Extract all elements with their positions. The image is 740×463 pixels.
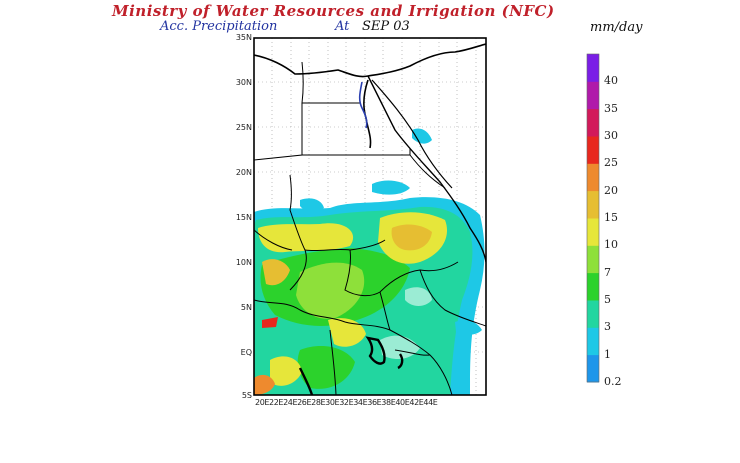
date-label: SEP 03: [362, 19, 410, 34]
legend-label: 15: [604, 211, 618, 224]
chart-title: Ministry of Water Resources and Irrigati…: [112, 2, 555, 20]
legend-label: 3: [604, 320, 611, 333]
legend-label: 25: [604, 156, 618, 169]
legend-swatch: [587, 354, 599, 383]
legend-swatch: [587, 190, 599, 219]
legend-label: 5: [604, 293, 611, 306]
precipitation-field: [254, 128, 485, 395]
boundaries: [254, 43, 486, 395]
lat-label-35n: 35N: [235, 33, 252, 42]
legend-label: 30: [604, 129, 618, 142]
legend-label: 35: [604, 102, 618, 115]
lat-label-15n: 15N: [235, 213, 252, 222]
legend-label: 10: [604, 238, 618, 251]
legend-swatch: [587, 108, 599, 137]
units-label: mm/day: [590, 20, 643, 35]
legend-swatch: [587, 218, 599, 246]
legend-label: 0.2: [604, 375, 622, 388]
nile-river: [358, 81, 368, 129]
lat-label-eq: EQ: [240, 348, 252, 357]
map-frame: [253, 37, 487, 396]
lat-label-10n: 10N: [235, 258, 252, 267]
lat-label-5s: 5S: [241, 391, 252, 400]
legend-swatch: [587, 245, 599, 274]
product-label: Acc. Precipitation: [160, 19, 278, 34]
legend-swatch: [587, 327, 599, 356]
lon-labels: 20E22E24E26E28E30E32E34E36E38E40E42E44E: [255, 398, 438, 407]
lat-label-30n: 30N: [235, 78, 252, 87]
legend-label: 20: [604, 184, 618, 197]
lat-label-20n: 20N: [235, 168, 252, 177]
lat-label-5n: 5N: [240, 303, 252, 312]
legend-swatch: [587, 54, 599, 82]
legend-frame: [586, 53, 600, 383]
legend-label: 7: [604, 266, 611, 279]
legend-swatch: [587, 136, 599, 164]
legend-swatch: [587, 163, 599, 192]
legend-swatch: [587, 300, 599, 328]
legend-swatch: [587, 272, 599, 301]
legend-label: 40: [604, 74, 618, 87]
at-label: At: [335, 19, 350, 34]
legend-swatch: [587, 81, 599, 110]
legend-label: 1: [604, 348, 611, 361]
lat-label-25n: 25N: [235, 123, 252, 132]
